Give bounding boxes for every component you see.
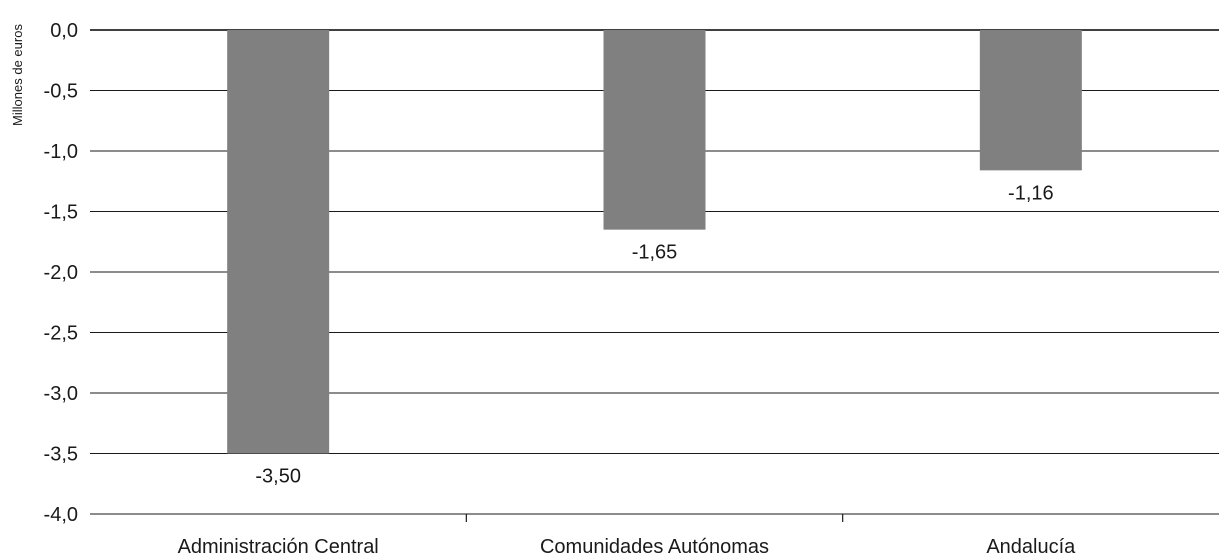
- bars: -3,50 -1,65 -1,16: [227, 30, 1082, 488]
- x-axis: Administración Central Comunidades Autóno…: [178, 514, 1076, 558]
- y-tick-label: -3,0: [44, 383, 78, 405]
- data-label: -1,65: [632, 242, 678, 264]
- bar: [603, 30, 706, 230]
- y-tick-label: -1,5: [44, 202, 78, 224]
- y-tick-label: -1,0: [44, 141, 78, 163]
- data-label: -3,50: [255, 466, 301, 488]
- y-tick-label: -3,5: [44, 444, 78, 466]
- bar: [979, 30, 1082, 171]
- y-tick-label: -0,5: [44, 81, 78, 103]
- data-label: -1,16: [1008, 182, 1054, 204]
- x-category-label: Comunidades Autónomas: [540, 536, 769, 558]
- x-category-label: Andalucía: [986, 536, 1076, 558]
- y-axis-ticks: 0,0 -0,5 -1,0 -1,5 -2,0 -2,5 -3,0 -3,5 -4,0: [44, 20, 78, 526]
- y-tick-label: -4,0: [44, 504, 78, 526]
- x-category-label: Administración Central: [178, 536, 379, 558]
- bar: [227, 30, 330, 454]
- y-axis-title: Millones de euros: [10, 24, 25, 126]
- y-tick-label: -2,5: [44, 323, 78, 345]
- y-tick-label: -2,0: [44, 262, 78, 284]
- y-tick-label: 0,0: [50, 20, 78, 42]
